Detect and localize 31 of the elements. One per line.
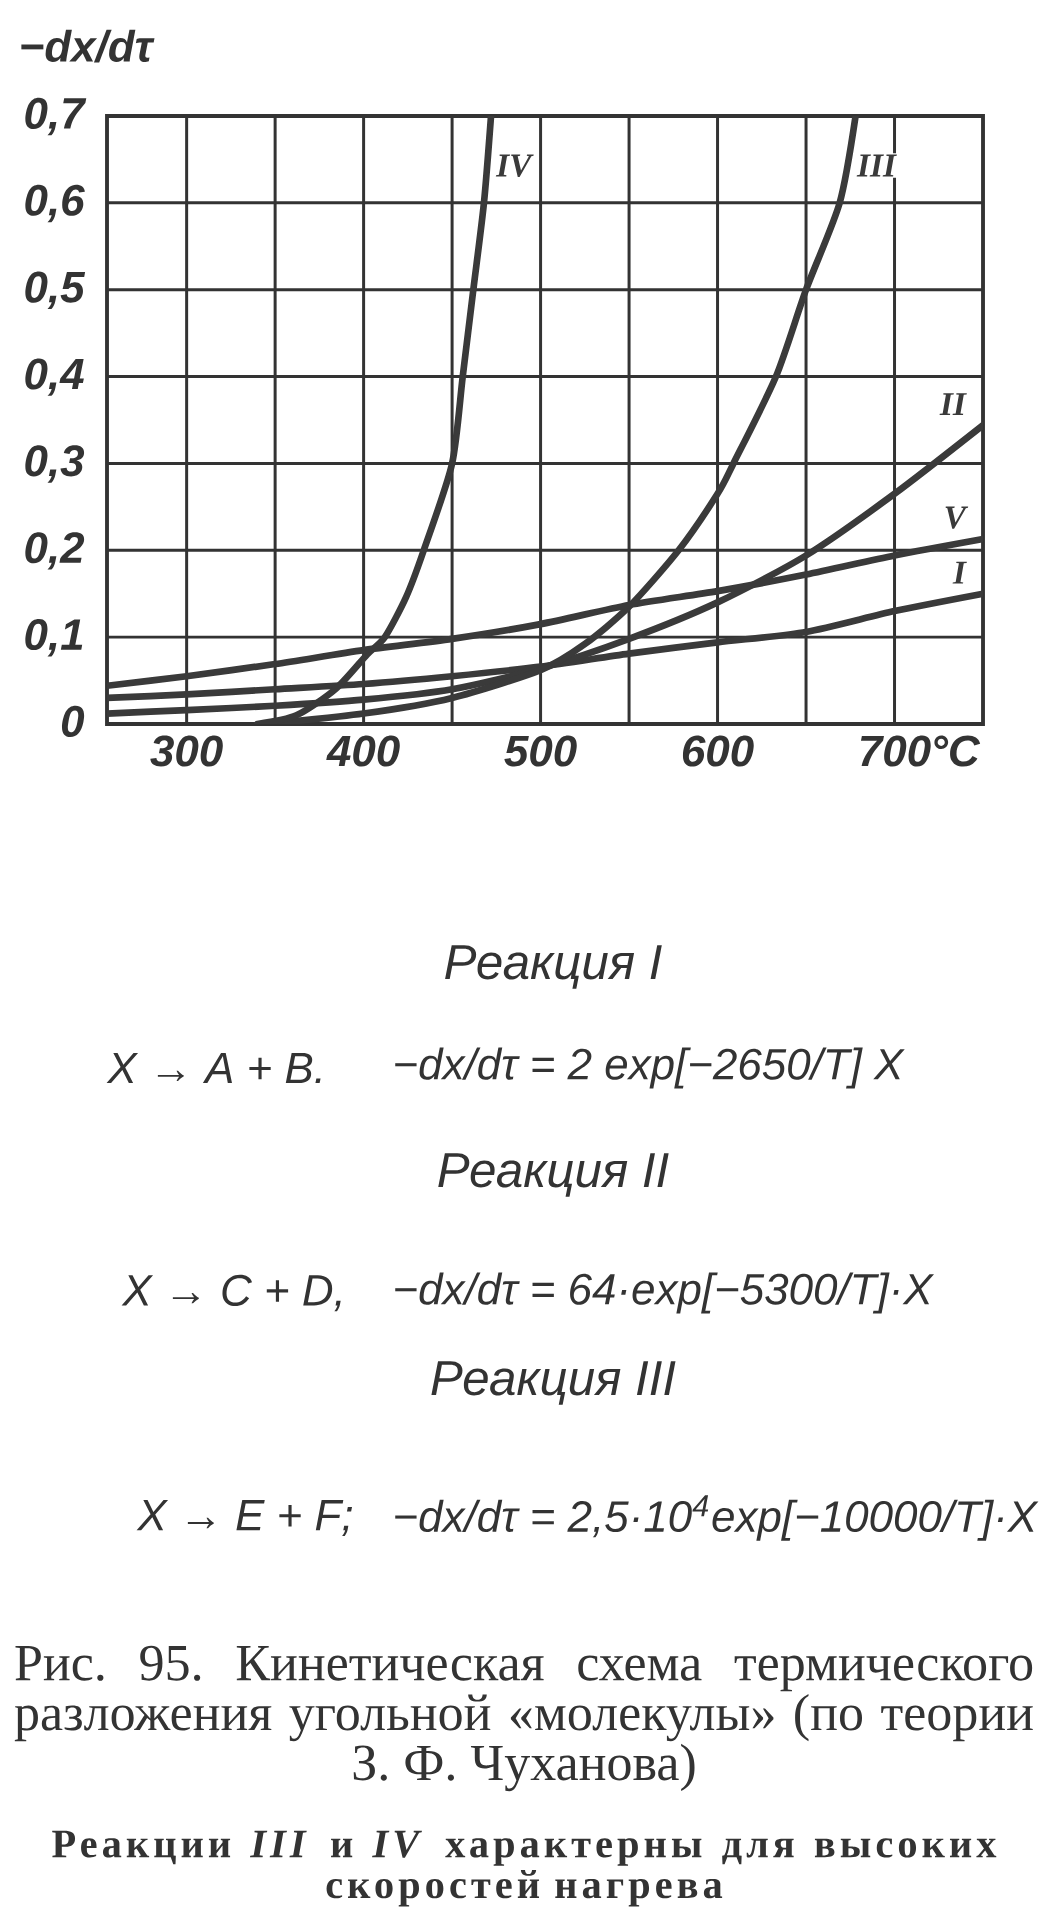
series-label: IV	[495, 154, 534, 177]
text: Реакция III	[431, 1361, 676, 1405]
y-tick-label: 0,4	[25, 358, 84, 396]
y-axis-title: −dx/dτ	[21, 29, 155, 63]
y-tick-label: 0,6	[25, 184, 85, 223]
x-tick-label: 500	[504, 735, 577, 767]
text: X → C + D,	[121, 1274, 341, 1312]
series-label: III	[856, 154, 897, 177]
series-label: I	[952, 561, 967, 584]
x-tick-label: 400	[326, 735, 400, 767]
x-tick-label: 300	[150, 735, 223, 767]
text: −dx/dτ = 64·exp[−5300/T]·X	[395, 1272, 935, 1314]
y-tick-label: 0,3	[25, 445, 85, 483]
text: −dx/dτ = 2,5·10$^{4}$exp[−10000/T]·X	[395, 1495, 1039, 1541]
y-tick-label: 0,5	[25, 271, 86, 310]
x-tick-label: 600	[682, 735, 754, 767]
x-axis-title: °C	[934, 735, 981, 767]
text: Реакция II	[438, 1153, 669, 1197]
text: X → E + F;	[136, 1500, 353, 1536]
series-label: V	[945, 506, 969, 529]
y-tick-label: 0,2	[25, 532, 85, 570]
y-tick-label: 0	[61, 705, 85, 737]
y-tick-label: 0,7	[25, 97, 87, 136]
text: X → A + B.	[106, 1052, 321, 1084]
x-tick-label: 700	[860, 735, 931, 767]
text: −dx/dτ = 2 exp[−2650/T] X	[395, 1047, 905, 1089]
series-label: II	[939, 393, 967, 416]
text: Реакции III и IV характерны для высоких скоростей нагрева	[52, 1830, 997, 1907]
text: Реакция I	[445, 945, 662, 989]
y-tick-label: 0,1	[25, 619, 83, 657]
text: Рис. 95. Кинетическая схема термического разложения угольной «молекулы» (по теории З. Ф. Чуханова)	[14, 1645, 1033, 1792]
